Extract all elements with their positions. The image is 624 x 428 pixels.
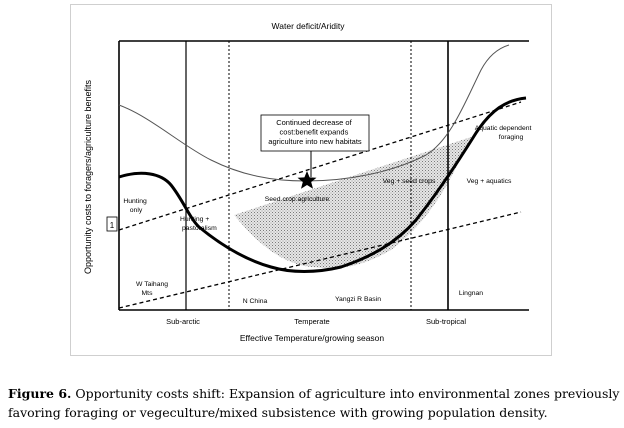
label-hunting-only-1: Hunting xyxy=(123,198,147,205)
label-w-taihang-2: Mts xyxy=(142,290,154,297)
diagram: Continued decrease of cost:benefit expan… xyxy=(83,21,534,343)
label-lingnan: Lingnan xyxy=(459,290,483,297)
label-hunting-pastoralism-2: pastoralism xyxy=(182,225,217,232)
y-marker-box xyxy=(106,216,118,232)
label-hunting-only-2: only xyxy=(130,207,143,214)
svg-text:Continued decrease of co: Continued decrease of cost:benefit expan… xyxy=(268,118,362,146)
zone-label-subarctic: Sub-arctic xyxy=(166,317,200,326)
label-veg-aquatics: Veg + aquatics xyxy=(467,178,512,185)
figure-caption: Figure 6. Opportunity costs shift: Expan… xyxy=(8,384,620,422)
lower-threshold-line xyxy=(118,211,522,309)
caption-text: Opportunity costs shift: Expansion of ag… xyxy=(8,386,620,420)
label-aquatic-foraging-2: foraging xyxy=(499,134,524,141)
x-axis-label: Effective Temperature/growing season xyxy=(240,333,385,343)
y-axis-label: Opportunity costs to foragers/agricultur… xyxy=(83,79,93,274)
aridity-curve xyxy=(118,44,510,182)
svg-text:Hunting only: Hunting only xyxy=(123,198,148,214)
callout-line-1: Continued decrease of xyxy=(276,118,352,127)
star-marker xyxy=(297,171,317,189)
callout-box xyxy=(260,114,370,152)
zone-label-subtropical: Sub-tropical xyxy=(426,317,466,326)
label-n-china: N China xyxy=(243,298,268,305)
callout-line-2: cost:benefit expands xyxy=(280,128,349,137)
label-aquatic-foraging-1: Aquatic dependent xyxy=(475,125,532,132)
y-marker-value: 1 xyxy=(110,221,115,230)
top-label: Water deficit/Aridity xyxy=(272,21,346,31)
caption-label: Figure 6. xyxy=(8,386,72,401)
label-yangzi: Yangzi R Basin xyxy=(335,296,381,303)
callout-line-3: agriculture into new habitats xyxy=(268,137,362,146)
svg-text:Hunting + pastoralism: Hunting + pastoralism xyxy=(180,216,217,232)
label-w-taihang-1: W Taihang xyxy=(136,281,168,288)
label-veg-seed: Veg + seed crops xyxy=(383,178,436,185)
figure-frame: Continued decrease of cost:benefit expan… xyxy=(70,4,552,356)
agriculture-expansion-region xyxy=(234,137,471,269)
svg-text:Aquatic dependent foragi: Aquatic dependent foraging xyxy=(475,125,534,141)
svg-text:W Taihang Mts: W Taihang Mts xyxy=(136,281,170,297)
label-hunting-pastoralism-1: Hunting + xyxy=(180,216,209,223)
zone-label-temperate: Temperate xyxy=(294,317,329,326)
label-seed-crop: Seed crop agriculture xyxy=(265,196,330,203)
opportunity-cost-curve xyxy=(118,96,527,273)
